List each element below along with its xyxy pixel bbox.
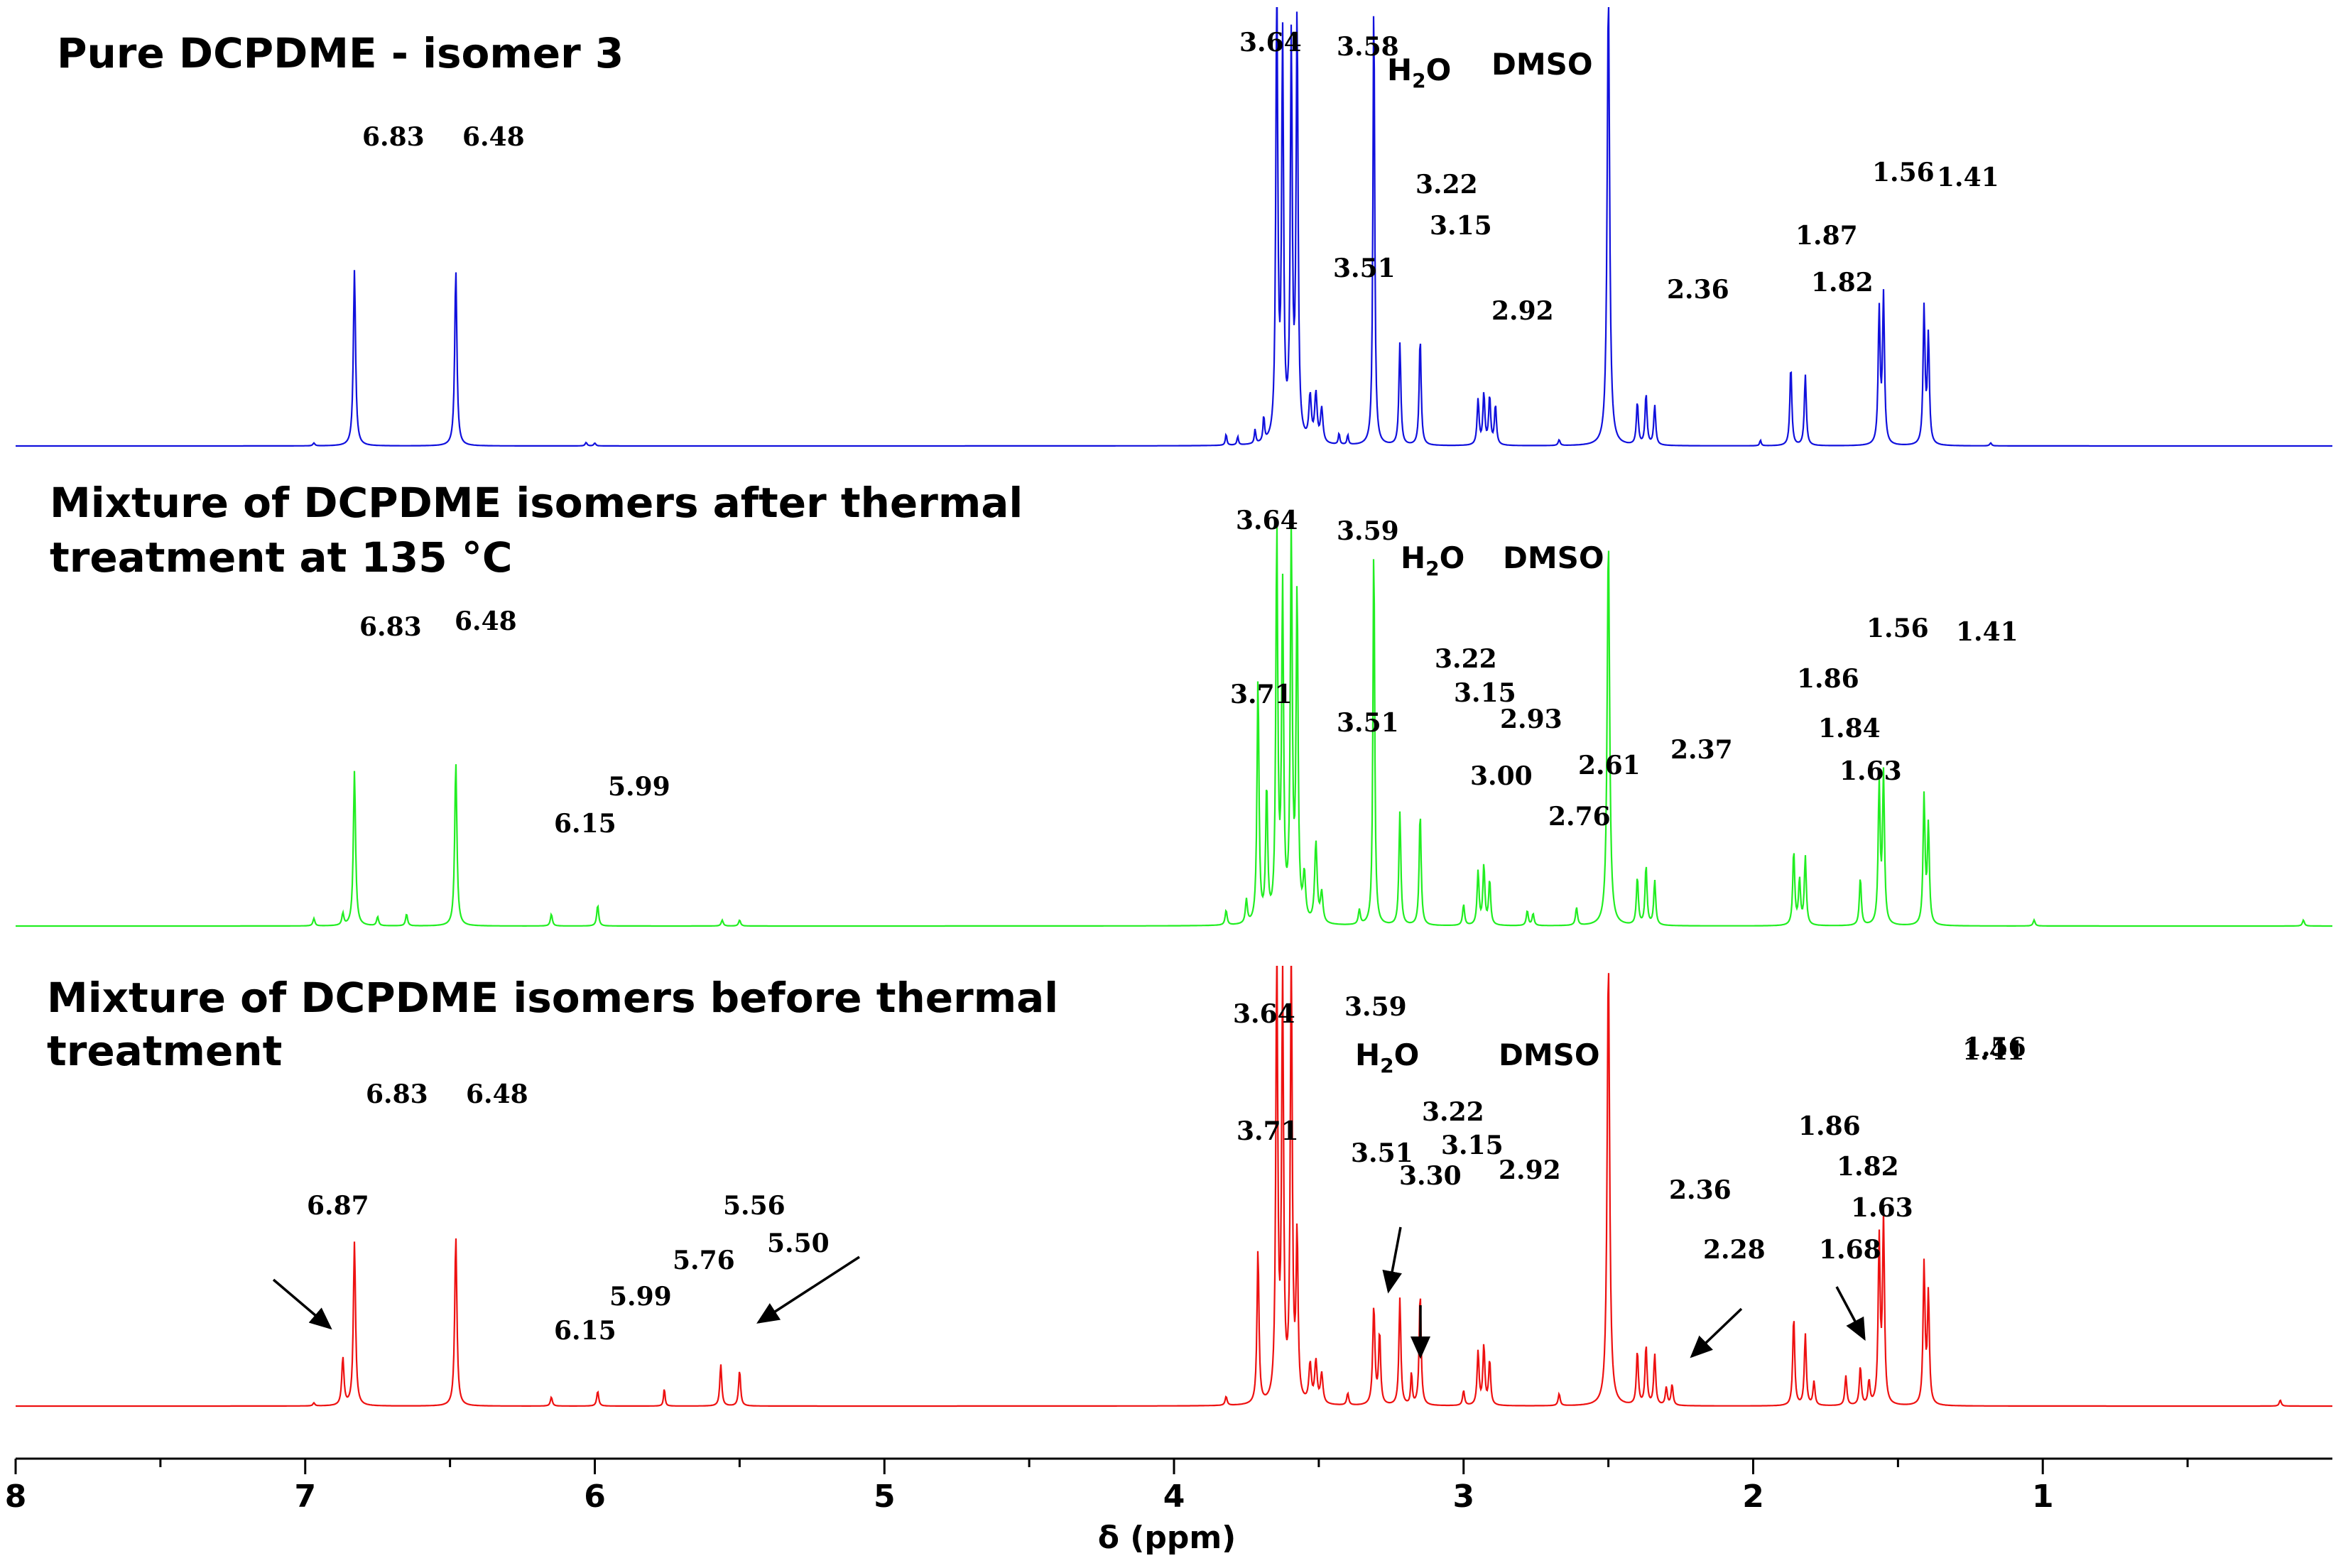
peak-label: 1.82 — [1811, 268, 1874, 298]
spectrum-title-after-line1: Mixture of DCPDME isomers after thermal — [50, 479, 1023, 527]
x-tick-label: 5 — [874, 1479, 896, 1515]
peak-label: 6.87 — [307, 1191, 369, 1221]
peak-label: 6.48 — [455, 606, 517, 636]
peak-label: 6.15 — [554, 809, 616, 839]
peak-label: 2.92 — [1499, 1155, 1561, 1185]
peak-label: 2.76 — [1548, 802, 1611, 832]
peak-label: 6.83 — [362, 122, 425, 152]
peak-label: 3.64 — [1236, 506, 1298, 535]
peak-label: 1.63 — [1839, 756, 1902, 786]
spectrum-trace-after — [16, 518, 2332, 927]
peak-label: 6.15 — [554, 1316, 616, 1346]
spectrum-title-before-line2: treatment — [47, 1027, 282, 1075]
x-tick-label: 7 — [294, 1479, 316, 1515]
x-tick-label: 8 — [5, 1479, 27, 1515]
peak-label: 1.68 — [1819, 1235, 1881, 1265]
peak-label: 3.15 — [1454, 678, 1516, 708]
peak-label: 3.51 — [1333, 254, 1396, 283]
peak-label: 3.71 — [1236, 1116, 1299, 1146]
x-axis-title: δ (ppm) — [1098, 1520, 1236, 1556]
peak-label: 2.28 — [1703, 1235, 1766, 1265]
annotation-arrow — [756, 1256, 860, 1324]
annotation-arrow — [1835, 1286, 1866, 1341]
peak-label: 2.61 — [1578, 751, 1641, 780]
spectrum-trace-pure — [16, 7, 2332, 447]
peak-label: 3.15 — [1430, 211, 1492, 241]
peak-label: 5.99 — [609, 1282, 672, 1312]
peak-label: 1.41 — [1937, 163, 1999, 192]
water-label: H2O — [1355, 1038, 1419, 1077]
peak-label: 3.64 — [1233, 999, 1295, 1029]
spectrum-title-after-line2: treatment at 135 °C — [50, 533, 512, 582]
peak-label: 3.22 — [1422, 1097, 1484, 1127]
peak-label: 1.56 — [1872, 158, 1935, 187]
peak-label: 1.63 — [1851, 1193, 1913, 1223]
peak-label: 6.83 — [359, 612, 422, 642]
peak-label: 3.59 — [1344, 992, 1407, 1022]
peak-label: 3.71 — [1230, 680, 1293, 709]
peak-label: 3.58 — [1337, 32, 1399, 62]
peak-label: 2.93 — [1500, 704, 1562, 734]
peak-label: 1.87 — [1795, 221, 1858, 251]
peak-label: 1.86 — [1798, 1111, 1861, 1141]
x-tick-label: 2 — [1742, 1479, 1764, 1515]
peak-label: 3.51 — [1337, 708, 1399, 738]
peak-label: 3.22 — [1415, 170, 1478, 200]
peak-label: 3.15 — [1441, 1131, 1504, 1160]
peak-label: 1.86 — [1797, 664, 1859, 694]
peak-label: 2.37 — [1670, 735, 1733, 765]
peak-label: 2.92 — [1491, 296, 1554, 326]
peak-label: 6.48 — [466, 1079, 528, 1109]
peak-label: 3.51 — [1351, 1138, 1413, 1168]
annotation-arrow — [1690, 1307, 1743, 1359]
peak-label: 1.56 — [1866, 614, 1929, 643]
x-tick-label: 4 — [1163, 1479, 1185, 1515]
spectrum-title-pure-line1: Pure DCPDME - isomer 3 — [57, 29, 624, 77]
peak-label: 1.56 — [1964, 1033, 2026, 1062]
spectrum-trace-before — [16, 966, 2332, 1408]
peak-label: 5.76 — [673, 1246, 735, 1275]
x-tick-label: 1 — [2032, 1479, 2054, 1515]
x-tick-label: 3 — [1452, 1479, 1474, 1515]
peak-label: 6.83 — [366, 1079, 428, 1109]
peak-label: 1.41 — [1956, 617, 2018, 647]
x-axis: 8 7 6 5 4 3 2 1 δ (ppm) — [5, 1457, 2332, 1556]
dmso-label: DMSO — [1499, 1038, 1600, 1072]
annotation-arrow — [1382, 1226, 1402, 1294]
spectrum-after: Mixture of DCPDME isomers after thermal t… — [16, 479, 2332, 927]
peak-label: 1.82 — [1837, 1152, 1899, 1182]
water-label: H2O — [1387, 53, 1451, 92]
water-label: H2O — [1401, 540, 1464, 580]
spectrum-pure: Pure DCPDME - isomer 3 6.83 6.48 3.64 3.58 3.… — [16, 7, 2332, 447]
peak-label: 2.36 — [1667, 275, 1729, 305]
peak-label: 3.22 — [1435, 644, 1497, 674]
spectrum-before: Mixture of DCPDME isomers before thermal… — [16, 966, 2332, 1408]
dmso-label: DMSO — [1491, 47, 1593, 82]
peak-label: 5.50 — [767, 1229, 830, 1258]
annotation-arrow — [272, 1278, 332, 1330]
peak-label: 3.64 — [1239, 28, 1302, 58]
x-tick-label: 6 — [584, 1479, 606, 1515]
peak-label: 5.56 — [723, 1191, 786, 1221]
peak-label: 1.41 — [1962, 1036, 2025, 1066]
peak-label: 2.36 — [1669, 1175, 1732, 1205]
spectrum-title-before-line1: Mixture of DCPDME isomers before thermal — [47, 974, 1058, 1022]
peak-label: 5.99 — [608, 772, 670, 802]
dmso-label: DMSO — [1503, 540, 1604, 575]
peak-label: 1.84 — [1818, 714, 1881, 744]
peak-label: 6.48 — [462, 122, 525, 152]
peak-label: 3.59 — [1337, 516, 1399, 546]
peak-label: 3.30 — [1399, 1161, 1462, 1191]
peak-label: 3.00 — [1470, 761, 1533, 791]
